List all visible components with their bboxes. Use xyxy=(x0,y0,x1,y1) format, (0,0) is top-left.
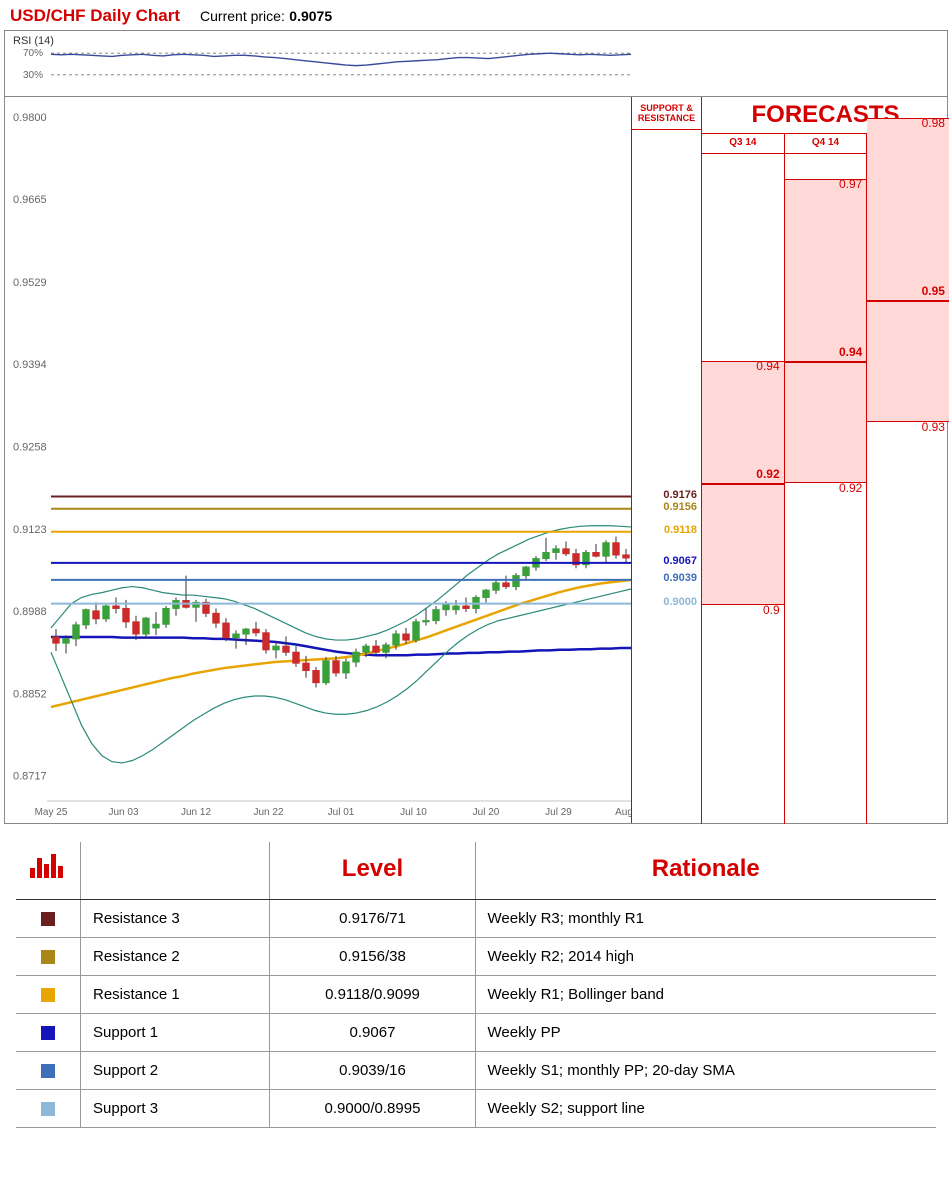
legend-level: 0.9176/71 xyxy=(270,900,475,938)
sr-level-label: 0.9000 xyxy=(663,596,697,608)
forecast-value-label: 0.98 xyxy=(922,116,945,130)
legend-row: Support 1 0.9067 Weekly PP xyxy=(16,1014,936,1052)
legend-row: Resistance 3 0.9176/71 Weekly R3; monthl… xyxy=(16,900,936,938)
legend-rationale: Weekly R1; Bollinger band xyxy=(475,976,936,1014)
rsi-panel: RSI (14) 70%30% xyxy=(5,31,947,97)
forecast-value-label: 0.9 xyxy=(763,603,780,617)
legend-rationale: Weekly PP xyxy=(475,1014,936,1052)
forecast-range-box xyxy=(785,179,867,483)
forecast-value-label: 0.94 xyxy=(839,345,862,359)
current-price: Current price: 0.9075 xyxy=(200,8,332,26)
forecast-column: 0.94 0.92 0.9 xyxy=(701,154,784,824)
legend-level: 0.9000/0.8995 xyxy=(270,1090,475,1128)
svg-text:May 25: May 25 xyxy=(35,807,68,818)
legend-rationale: Weekly R2; 2014 high xyxy=(475,938,936,976)
legend-row: Resistance 1 0.9118/0.9099 Weekly R1; Bo… xyxy=(16,976,936,1014)
rationale-heading: Rationale xyxy=(475,842,936,900)
forecast-range-box xyxy=(867,118,949,422)
chart-region: RSI (14) 70%30% 0.87170.88520.89880.9123… xyxy=(4,30,948,824)
svg-text:Jul 29: Jul 29 xyxy=(545,807,572,818)
sr-level-label: 0.9176 xyxy=(663,489,697,501)
legend-rationale: Weekly R3; monthly R1 xyxy=(475,900,936,938)
price-chart: 0.8717 0.8852 0.8988 0.9123 0.9258 0.9394 0.95… xyxy=(5,97,631,823)
chart-header: USD/CHF Daily Chart Current price: 0.907… xyxy=(0,0,952,30)
swatch-icon xyxy=(41,988,55,1002)
price-label: Current price: xyxy=(200,8,285,24)
forecast-median-line xyxy=(702,483,784,485)
forecast-value-label: 0.95 xyxy=(922,284,945,298)
legend-row: Support 2 0.9039/16 Weekly S1; monthly P… xyxy=(16,1052,936,1090)
chart-title: USD/CHF Daily Chart xyxy=(10,6,180,26)
forecast-value-label: 0.92 xyxy=(839,481,862,495)
svg-text:Jun 22: Jun 22 xyxy=(253,807,283,818)
forecast-region: FORECASTS Q3 14Q4 14Q1 15 0.940.920.90.9… xyxy=(701,97,949,823)
forecast-median-line xyxy=(867,300,949,302)
legend-swatch-cell xyxy=(16,900,81,938)
forecast-value-label: 0.93 xyxy=(922,420,945,434)
legend-row: Support 3 0.9000/0.8995 Weekly S2; suppo… xyxy=(16,1090,936,1128)
svg-text:Jun 03: Jun 03 xyxy=(108,807,138,818)
svg-text:0.9529: 0.9529 xyxy=(13,277,47,289)
sr-level-label: 0.9039 xyxy=(663,572,697,584)
forecast-column: 0.97 0.94 0.92 xyxy=(784,154,867,824)
rsi-chart: 70% 30% xyxy=(5,31,631,97)
legend-swatch-cell xyxy=(16,1090,81,1128)
swatch-icon xyxy=(41,950,55,964)
forecast-median-line xyxy=(785,361,867,363)
legend-name: Support 3 xyxy=(81,1090,270,1128)
svg-text:Jun 12: Jun 12 xyxy=(181,807,211,818)
legend-rationale: Weekly S1; monthly PP; 20-day SMA xyxy=(475,1052,936,1090)
sr-level-label: 0.9118 xyxy=(664,524,697,536)
legend-swatch-cell xyxy=(16,976,81,1014)
forecast-value-label: 0.94 xyxy=(756,359,779,373)
forecast-value-label: 0.92 xyxy=(756,467,779,481)
forecast-col-head: Q3 14 xyxy=(701,134,784,153)
swatch-icon xyxy=(41,1064,55,1078)
svg-text:Jul 10: Jul 10 xyxy=(400,807,427,818)
svg-text:0.9800: 0.9800 xyxy=(13,112,47,124)
svg-text:0.9258: 0.9258 xyxy=(13,442,47,454)
legend-swatch-cell xyxy=(16,1052,81,1090)
legend-level: 0.9039/16 xyxy=(270,1052,475,1090)
support-resistance-column: SUPPORT & RESISTANCE 0.91760.9156 0.9118 0… xyxy=(631,97,701,823)
swatch-icon xyxy=(41,912,55,926)
forecast-value-label: 0.97 xyxy=(839,177,862,191)
legend-name: Resistance 2 xyxy=(81,938,270,976)
level-heading: Level xyxy=(270,842,475,900)
svg-text:0.8717: 0.8717 xyxy=(13,771,47,783)
legend-rationale: Weekly S2; support line xyxy=(475,1090,936,1128)
legend-icon-heading xyxy=(16,842,81,900)
svg-text:0.8852: 0.8852 xyxy=(13,689,47,701)
swatch-icon xyxy=(41,1026,55,1040)
svg-text:Aug 07: Aug 07 xyxy=(615,807,631,818)
legend-name: Support 1 xyxy=(81,1014,270,1052)
forecast-col-head: Q4 14 xyxy=(784,134,867,153)
price-value: 0.9075 xyxy=(289,8,332,24)
legend-swatch-cell xyxy=(16,1014,81,1052)
forecast-column: 0.980.950.93 xyxy=(866,154,949,824)
svg-text:0.9394: 0.9394 xyxy=(13,359,47,371)
legend-name: Support 2 xyxy=(81,1052,270,1090)
svg-text:30%: 30% xyxy=(23,70,43,81)
swatch-icon xyxy=(41,1102,55,1116)
legend-table: Level Rationale Resistance 3 0.9176/71 W… xyxy=(16,842,936,1128)
svg-text:0.9665: 0.9665 xyxy=(13,194,47,206)
svg-text:Jul 20: Jul 20 xyxy=(473,807,500,818)
legend-level: 0.9118/0.9099 xyxy=(270,976,475,1014)
sr-level-label: 0.9156 xyxy=(663,501,697,513)
legend-level: 0.9067 xyxy=(270,1014,475,1052)
legend-level: 0.9156/38 xyxy=(270,938,475,976)
legend-row: Resistance 2 0.9156/38 Weekly R2; 2014 h… xyxy=(16,938,936,976)
main-chart-panel: 0.8717 0.8852 0.8988 0.9123 0.9258 0.9394 0.95… xyxy=(5,97,947,823)
legend-name: Resistance 3 xyxy=(81,900,270,938)
sr-level-label: 0.9067 xyxy=(663,555,697,567)
legend-name: Resistance 1 xyxy=(81,976,270,1014)
sr-header: SUPPORT & RESISTANCE xyxy=(632,97,701,130)
svg-text:0.9123: 0.9123 xyxy=(13,524,47,536)
svg-text:0.8988: 0.8988 xyxy=(13,606,47,618)
bars-icon xyxy=(28,850,68,880)
legend-swatch-cell xyxy=(16,938,81,976)
svg-text:Jul 01: Jul 01 xyxy=(328,807,355,818)
svg-text:70%: 70% xyxy=(23,48,43,59)
